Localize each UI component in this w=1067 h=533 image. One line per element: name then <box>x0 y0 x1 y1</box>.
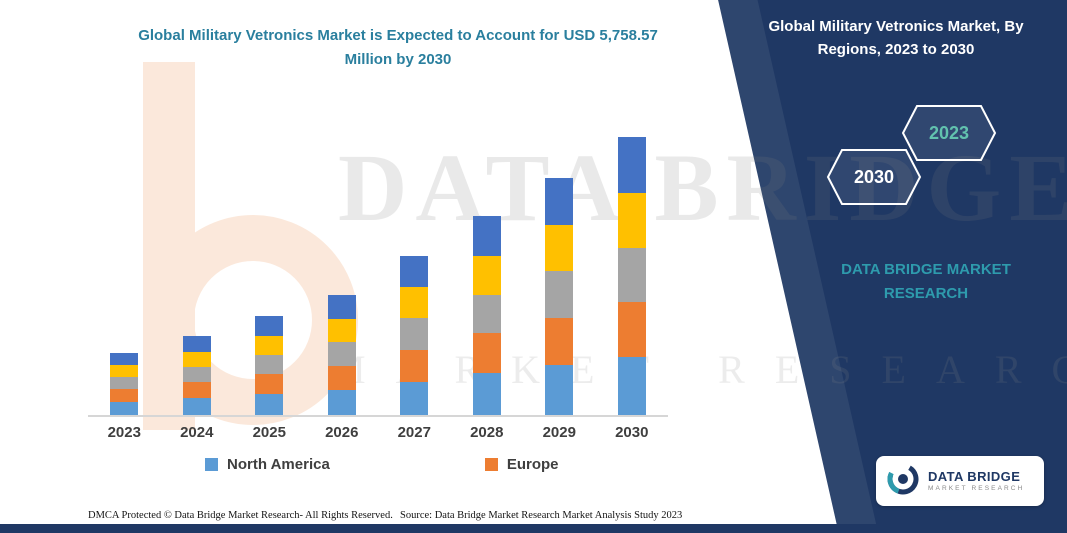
bars-row <box>88 137 668 417</box>
hexagon-2023: 2023 <box>901 105 997 161</box>
dbmr-logo-name: DATA BRIDGE <box>928 468 1021 484</box>
bar-segment <box>545 271 574 318</box>
bar-segment <box>400 381 429 415</box>
bar-segment <box>110 365 139 378</box>
x-axis-label: 2030 <box>615 424 649 441</box>
bar-segment <box>110 389 139 402</box>
dbmr-logo-icon <box>886 462 920 501</box>
bar-2028 <box>472 216 501 415</box>
bar-segment <box>400 349 429 382</box>
bar-segment <box>400 287 429 319</box>
bar-segment <box>255 316 284 336</box>
legend-label: North America <box>227 456 330 473</box>
dbmr-logo-text: DATA BRIDGE MARKET RESEARCH <box>928 469 1024 493</box>
chart-title: Global Military Vetronics Market is Expe… <box>138 27 658 68</box>
bar-segment <box>110 377 139 390</box>
bar-segment <box>472 333 501 374</box>
x-axis-label: 2023 <box>107 424 141 441</box>
watermark-market-research: MARKET RESEARCH <box>330 347 1067 392</box>
x-axis-label: 2025 <box>252 424 286 441</box>
hexagon-2030-label: 2030 <box>854 167 894 187</box>
bar-2027 <box>400 255 429 415</box>
stacked-bar-chart: 2023 2024 2025 2026 2027 2028 2029 2030 <box>88 137 668 441</box>
bar-segment <box>617 193 646 248</box>
legend-item: North America <box>205 456 330 473</box>
bar-segment <box>327 365 356 390</box>
legend-label: Europe <box>506 456 559 473</box>
bar-segment <box>327 318 356 343</box>
bar-segment <box>545 178 574 225</box>
x-axis-label: 2028 <box>470 424 504 441</box>
bar-segment <box>327 295 356 319</box>
dbmr-logo-sub: MARKET RESEARCH <box>928 485 1025 493</box>
bar-segment <box>472 294 501 334</box>
x-axis-label: 2024 <box>180 424 214 441</box>
legend-swatch <box>484 458 498 471</box>
bar-segment <box>110 353 139 366</box>
bar-segment <box>255 354 284 375</box>
legend-item: Europe <box>484 456 559 473</box>
x-axis-label: 2027 <box>397 424 431 441</box>
bar-segment <box>617 301 646 358</box>
legend-row: North America Europe <box>205 456 559 473</box>
bar-segment <box>617 357 646 415</box>
bar-2030 <box>617 137 646 415</box>
bottom-navy-strip <box>0 524 1067 533</box>
bar-segment <box>400 255 429 288</box>
bar-segment <box>255 335 284 355</box>
bar-2026 <box>327 295 356 415</box>
bar-segment <box>182 367 211 383</box>
hexagon-2023-label: 2023 <box>929 123 969 143</box>
dbmr-logo-card: DATA BRIDGE MARKET RESEARCH <box>876 456 1044 506</box>
watermark-data-bridge: DATA BRIDGE <box>338 134 1067 241</box>
bar-segment <box>472 373 501 415</box>
bar-2024 <box>182 335 211 415</box>
legend-swatch <box>205 458 218 471</box>
bar-segment <box>472 255 501 295</box>
bar-segment <box>617 137 646 194</box>
bar-segment <box>327 389 356 415</box>
bar-segment <box>255 394 284 415</box>
bar-segment <box>617 247 646 302</box>
bar-segment <box>182 351 211 367</box>
bar-segment <box>545 365 574 415</box>
bar-segment <box>472 216 501 256</box>
x-axis-label: 2029 <box>542 424 576 441</box>
x-axis-label: 2026 <box>325 424 359 441</box>
bar-segment <box>545 224 574 272</box>
panel-title: Global Military Vetronics Market, By Reg… <box>768 18 1024 58</box>
bar-segment <box>327 342 356 366</box>
bar-segment <box>182 335 211 352</box>
bar-segment <box>110 401 139 415</box>
bar-segment <box>182 398 211 415</box>
bar-segment <box>400 318 429 350</box>
hexagon-2030: 2030 <box>826 149 922 205</box>
dmca-notice: DMCA Protected © Data Bridge Market Rese… <box>88 510 393 521</box>
panel-brand-text: DATA BRIDGE MARKET RESEARCH <box>841 261 1011 302</box>
source-note: Source: Data Bridge Market Research Mark… <box>400 510 683 521</box>
bar-segment <box>545 317 574 366</box>
bar-segment <box>182 382 211 399</box>
bar-2023 <box>110 353 139 415</box>
bar-2025 <box>255 316 284 415</box>
bar-segment <box>255 374 284 395</box>
hexagon-badges: 2030 2023 <box>820 100 1000 220</box>
bar-2029 <box>545 178 574 415</box>
x-axis-labels: 2023 2024 2025 2026 2027 2028 2029 2030 <box>88 424 668 441</box>
